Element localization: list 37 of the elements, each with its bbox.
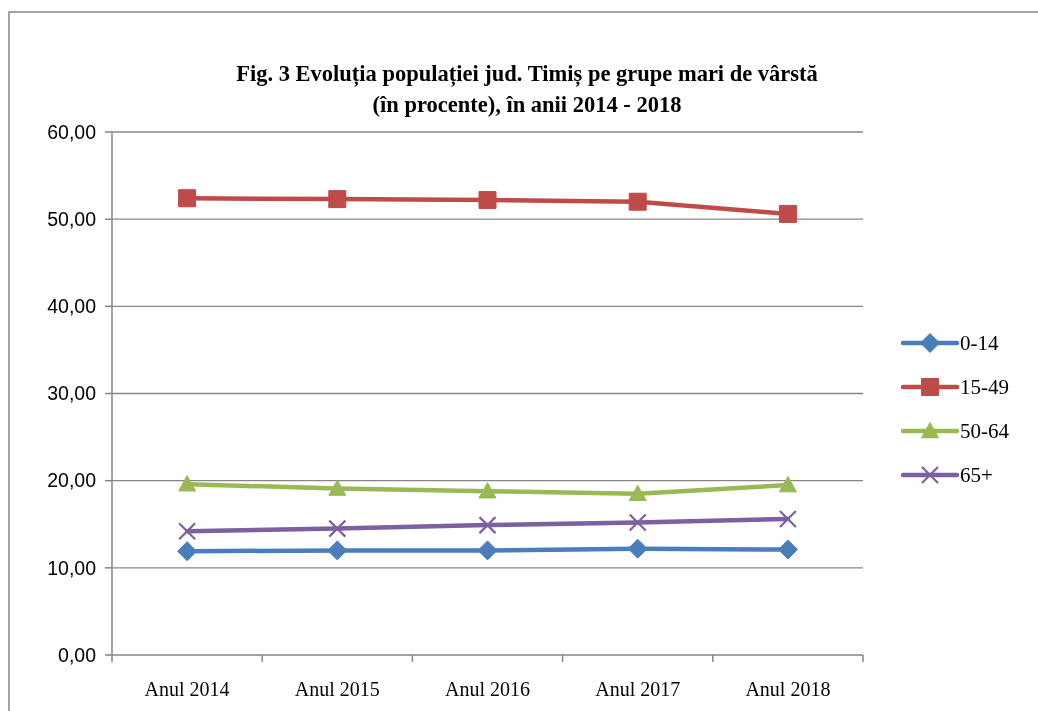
- point: [778, 204, 797, 223]
- y-tick-label: 0,00: [58, 643, 97, 666]
- point: [628, 513, 647, 532]
- point: [478, 190, 497, 209]
- point: [478, 482, 497, 499]
- legend-label: 65+: [960, 463, 993, 488]
- y-tick-label: 30,00: [47, 382, 97, 405]
- point: [178, 475, 197, 492]
- point: [178, 522, 197, 541]
- chart-title: Fig. 3 Evoluția populației jud. Timiș pe grupe mari de vârstă (în procente), în anii 2014 - 2018: [236, 61, 818, 117]
- point: [478, 516, 497, 535]
- point: [328, 190, 347, 209]
- point: [627, 538, 648, 559]
- y-tick-label: 10,00: [47, 556, 97, 579]
- point: [628, 192, 647, 211]
- legend-label: 15-49: [960, 375, 1009, 400]
- point: [477, 540, 498, 561]
- legend-label: 50-64: [960, 419, 1010, 444]
- point: [628, 484, 647, 502]
- point: [177, 541, 198, 562]
- y-tick-label: 50,00: [47, 207, 97, 230]
- x-tick-label: Anul 2018: [745, 678, 831, 700]
- x-tick-label: Anul 2014: [144, 678, 230, 700]
- point: [328, 519, 347, 538]
- x-tick-label: Anul 2015: [294, 678, 380, 700]
- x-tick-label: Anul 2016: [445, 678, 530, 700]
- y-tick-label: 60,00: [47, 120, 97, 143]
- point: [778, 509, 797, 529]
- y-tick-label: 40,00: [47, 295, 97, 318]
- legend-label: 0-14: [960, 331, 999, 356]
- point: [327, 540, 348, 561]
- point: [778, 476, 797, 493]
- y-tick-label: 20,00: [47, 469, 97, 492]
- x-tick-label: Anul 2017: [595, 678, 681, 700]
- point: [178, 189, 197, 208]
- point: [777, 539, 798, 560]
- point: [328, 479, 347, 496]
